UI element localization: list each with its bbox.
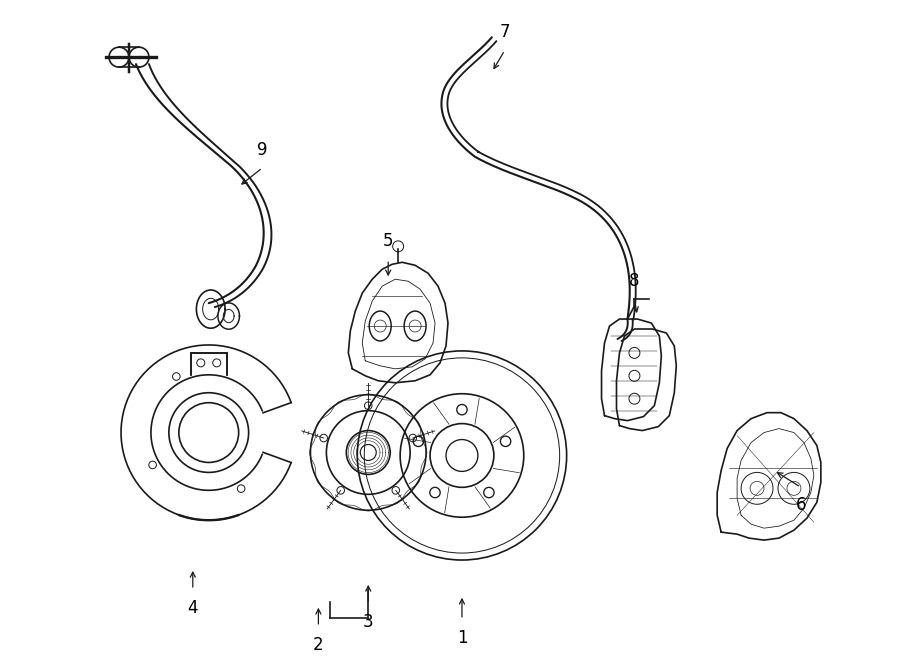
Text: 4: 4 (187, 599, 198, 617)
Text: 9: 9 (257, 141, 268, 159)
Text: 2: 2 (313, 636, 324, 654)
Text: 7: 7 (500, 23, 510, 41)
Text: 3: 3 (363, 613, 374, 631)
Text: 5: 5 (382, 233, 393, 251)
Text: 1: 1 (456, 629, 467, 646)
Text: 6: 6 (796, 496, 806, 514)
Text: 8: 8 (629, 272, 640, 290)
